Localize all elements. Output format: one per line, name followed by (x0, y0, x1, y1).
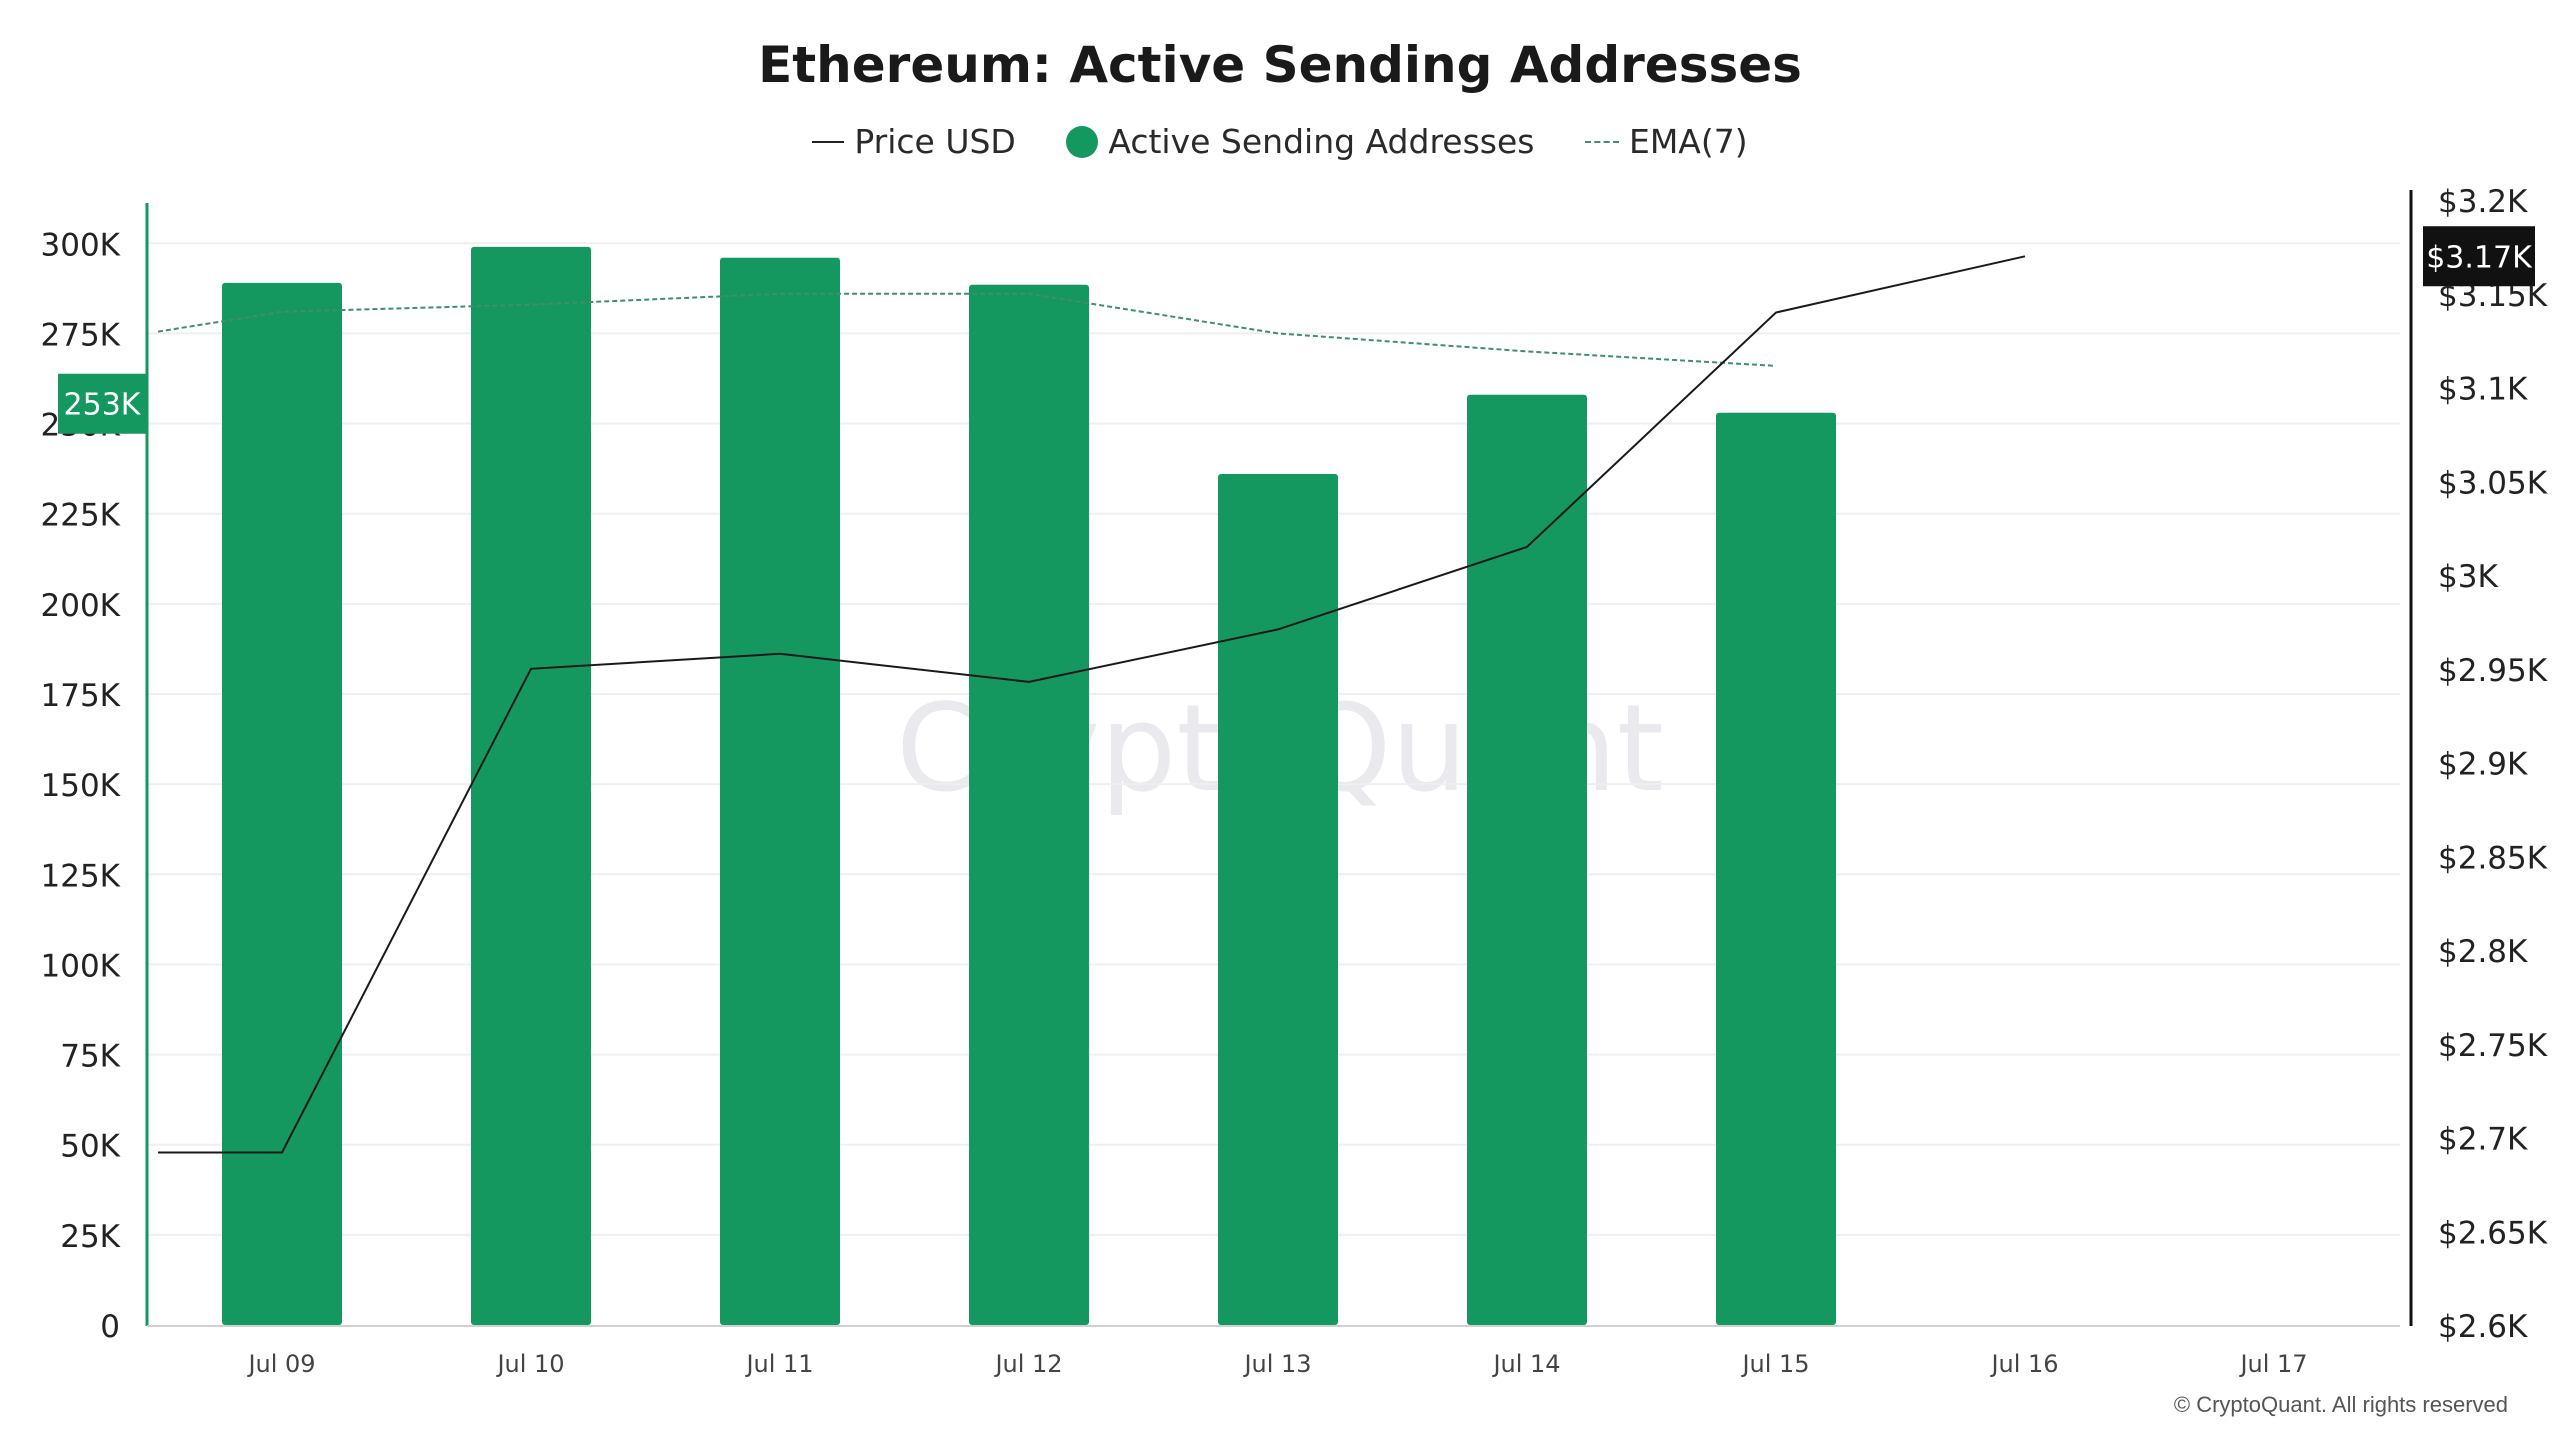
bar (1467, 394, 1587, 1325)
y-left-tick-label: 200K (41, 588, 121, 624)
y-left-tick-label: 225K (41, 498, 121, 534)
x-tick-label: Jul 17 (2238, 1350, 2307, 1378)
y-left-tick-label: 175K (41, 678, 121, 714)
y-left-tick-label: 25K (60, 1219, 120, 1255)
y-right-tick-label: $2.7K (2438, 1122, 2528, 1158)
current-value-badge-left (58, 373, 146, 434)
legend-item-price[interactable]: Price USD (812, 122, 1016, 161)
legend-item-addresses[interactable]: Active Sending Addresses (1066, 122, 1534, 161)
y-right-tick-label: $3K (2438, 559, 2498, 595)
y-right-tick-label: $2.8K (2438, 934, 2528, 970)
y-right-tick-label: $2.95K (2438, 653, 2548, 689)
y-left-tick-label: 150K (41, 768, 121, 804)
y-right-tick-label: $2.75K (2438, 1028, 2548, 1064)
bar (969, 284, 1089, 1325)
bar (222, 282, 342, 1326)
legend: Price USD Active Sending Addresses EMA(7… (0, 120, 2560, 161)
y-left-tick-label: 300K (41, 227, 121, 263)
current-value-badge-right-label: $3.17K (2426, 240, 2533, 275)
y-right-tick-label: $3.05K (2438, 465, 2548, 501)
current-value-badge-right (2423, 226, 2535, 287)
legend-item-ema[interactable]: EMA(7) (1584, 122, 1748, 161)
x-tick-label: Jul 16 (1989, 1350, 2058, 1378)
x-tick-label: Jul 14 (1491, 1350, 1560, 1378)
x-tick-label: Jul 15 (1740, 1350, 1809, 1378)
legend-label-addresses: Active Sending Addresses (1108, 122, 1535, 161)
y-right-tick-label: $2.6K (2438, 1309, 2528, 1345)
y-left-tick-label: 100K (41, 948, 121, 984)
y-right-tick-label: $2.65K (2438, 1215, 2548, 1251)
y-right-tick-label: $3.1K (2438, 372, 2528, 408)
current-value-badge-left-label: 253K (64, 388, 142, 423)
x-tick-label: Jul 12 (993, 1350, 1062, 1378)
y-left-tick-label: 50K (60, 1129, 120, 1165)
bar (720, 257, 840, 1325)
y-right-tick-label: $3.2K (2438, 184, 2528, 220)
x-tick-label: Jul 10 (495, 1350, 564, 1378)
line-swatch-icon (812, 140, 845, 143)
y-right-tick-label: $2.85K (2438, 840, 2548, 876)
y-left-tick-label: 0 (100, 1309, 120, 1345)
legend-label-ema: EMA(7) (1628, 122, 1748, 161)
circle-swatch-icon (1066, 125, 1099, 158)
copyright-notice: © CryptoQuant. All rights reserved (2173, 1392, 2508, 1417)
bar (1218, 474, 1338, 1325)
bar (471, 246, 591, 1325)
chart-title: Ethereum: Active Sending Addresses (758, 36, 1802, 94)
x-tick-label: Jul 13 (1242, 1350, 1311, 1378)
ema-line (157, 292, 1777, 367)
dashed-line-swatch-icon (1584, 140, 1619, 143)
y-left-tick-label: 75K (60, 1039, 120, 1075)
y-left-tick-label: 125K (41, 858, 121, 894)
x-tick-label: Jul 11 (744, 1350, 813, 1378)
bar (1716, 412, 1836, 1326)
y-left-tick-label: 275K (41, 317, 121, 353)
x-tick-label: Jul 09 (246, 1350, 315, 1378)
y-right-tick-label: $2.9K (2438, 747, 2528, 783)
legend-label-price: Price USD (854, 122, 1016, 161)
price-line (158, 255, 2026, 1154)
